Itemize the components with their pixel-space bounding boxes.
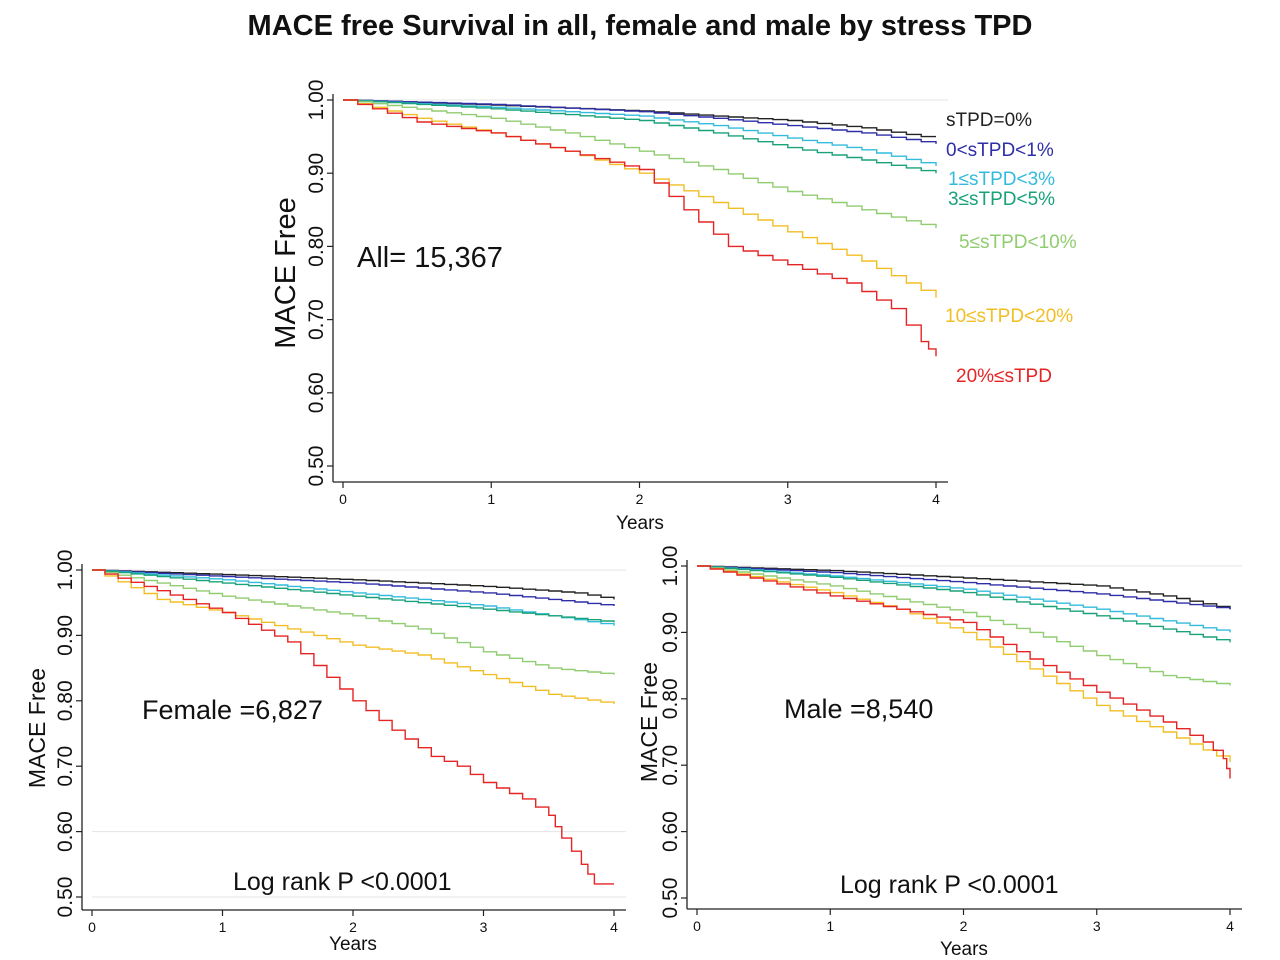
series-line <box>343 99 937 298</box>
cohort-annotation: Male =8,540 <box>784 694 933 724</box>
legend-entry: 3≤sTPD<5% <box>948 189 1055 210</box>
series-line <box>92 569 614 885</box>
y-tick-label: 0.60 <box>305 372 328 413</box>
x-tick-label: 0 <box>339 491 347 507</box>
y-tick-label: 0.80 <box>305 226 328 267</box>
x-tick-label: 2 <box>349 919 357 935</box>
series-line <box>697 565 1231 762</box>
y-tick-label: 0.60 <box>659 811 682 852</box>
series-line <box>343 99 937 229</box>
y-tick-label: 0.70 <box>659 745 682 786</box>
x-tick-label: 4 <box>1226 918 1234 934</box>
y-tick-label: 0.90 <box>305 153 328 194</box>
x-tick-label: 2 <box>636 491 644 507</box>
x-tick-label: 0 <box>88 919 96 935</box>
series-line <box>343 99 937 174</box>
x-tick-label: 1 <box>826 918 834 934</box>
legend-entry: 20%≤sTPD <box>956 366 1052 387</box>
y-tick-label: 0.90 <box>659 612 682 653</box>
cohort-annotation: Female =6,827 <box>142 695 323 725</box>
legend-entry: 5≤sTPD<10% <box>959 232 1077 253</box>
legend-entry: 0<sTPD<1% <box>946 140 1054 161</box>
series-line <box>92 569 615 606</box>
series-line <box>92 569 615 705</box>
chart-panel-female: 0.50 0.60 0.70 0.80 0.90 1.00 0 1 2 3 4 MACE Free Ye… <box>24 550 626 955</box>
series-line <box>92 569 615 600</box>
series-line <box>697 565 1231 779</box>
legend-entry: 10≤sTPD<20% <box>945 306 1073 327</box>
y-tick-label: 0.90 <box>54 615 77 656</box>
y-tick-label: 0.50 <box>305 446 328 487</box>
y-axis-label: MACE Free <box>270 197 302 348</box>
legend-entry: sTPD=0% <box>946 110 1032 131</box>
chart-panel-all: 0.50 0.60 0.70 0.80 0.90 1.00 0 1 2 3 4 MACE Free Ye… <box>270 80 1077 534</box>
series-line <box>92 569 615 675</box>
series-line <box>343 99 937 357</box>
y-tick-label: 0.80 <box>54 680 77 721</box>
series-line <box>697 565 1231 643</box>
chart-panel-male: 0.50 0.60 0.70 0.80 0.90 1.00 0 1 2 3 4 MACE Free Ye… <box>636 546 1242 960</box>
series-line <box>343 99 937 144</box>
x-tick-label: 1 <box>219 919 227 935</box>
y-tick-label: 0.80 <box>659 678 682 719</box>
y-tick-label: 1.00 <box>305 80 328 121</box>
x-axis-label: Years <box>940 939 988 960</box>
log-rank-footnote: Log rank P <0.0001 <box>840 871 1058 899</box>
x-tick-label: 4 <box>610 919 618 935</box>
y-tick-label: 0.50 <box>659 878 682 919</box>
cohort-annotation: All= 15,367 <box>357 242 503 274</box>
x-tick-label: 2 <box>960 918 968 934</box>
y-axis-label: MACE Free <box>636 662 662 782</box>
chart-title: MACE free Survival in all, female and ma… <box>247 10 1033 42</box>
x-tick-label: 1 <box>487 491 495 507</box>
y-tick-label: 0.50 <box>54 877 77 918</box>
x-axis-label: Years <box>616 513 664 534</box>
y-axis-label: MACE Free <box>24 668 50 788</box>
log-rank-footnote: Log rank P <0.0001 <box>233 868 451 896</box>
series-line <box>92 569 615 623</box>
y-tick-label: 1.00 <box>659 546 682 587</box>
x-tick-label: 0 <box>693 918 701 934</box>
x-tick-label: 3 <box>784 491 792 507</box>
series-line <box>697 565 1231 610</box>
series-line <box>697 565 1231 686</box>
y-tick-label: 0.70 <box>305 299 328 340</box>
legend-entry: 1≤sTPD<3% <box>948 169 1055 190</box>
x-tick-label: 4 <box>932 491 940 507</box>
x-tick-label: 3 <box>480 919 488 935</box>
y-tick-label: 0.60 <box>54 811 77 852</box>
series-line <box>92 569 615 626</box>
x-tick-label: 3 <box>1093 918 1101 934</box>
y-tick-label: 0.70 <box>54 746 77 787</box>
x-axis-label: Years <box>329 934 377 955</box>
series-line <box>697 565 1231 610</box>
y-tick-label: 1.00 <box>54 550 77 591</box>
